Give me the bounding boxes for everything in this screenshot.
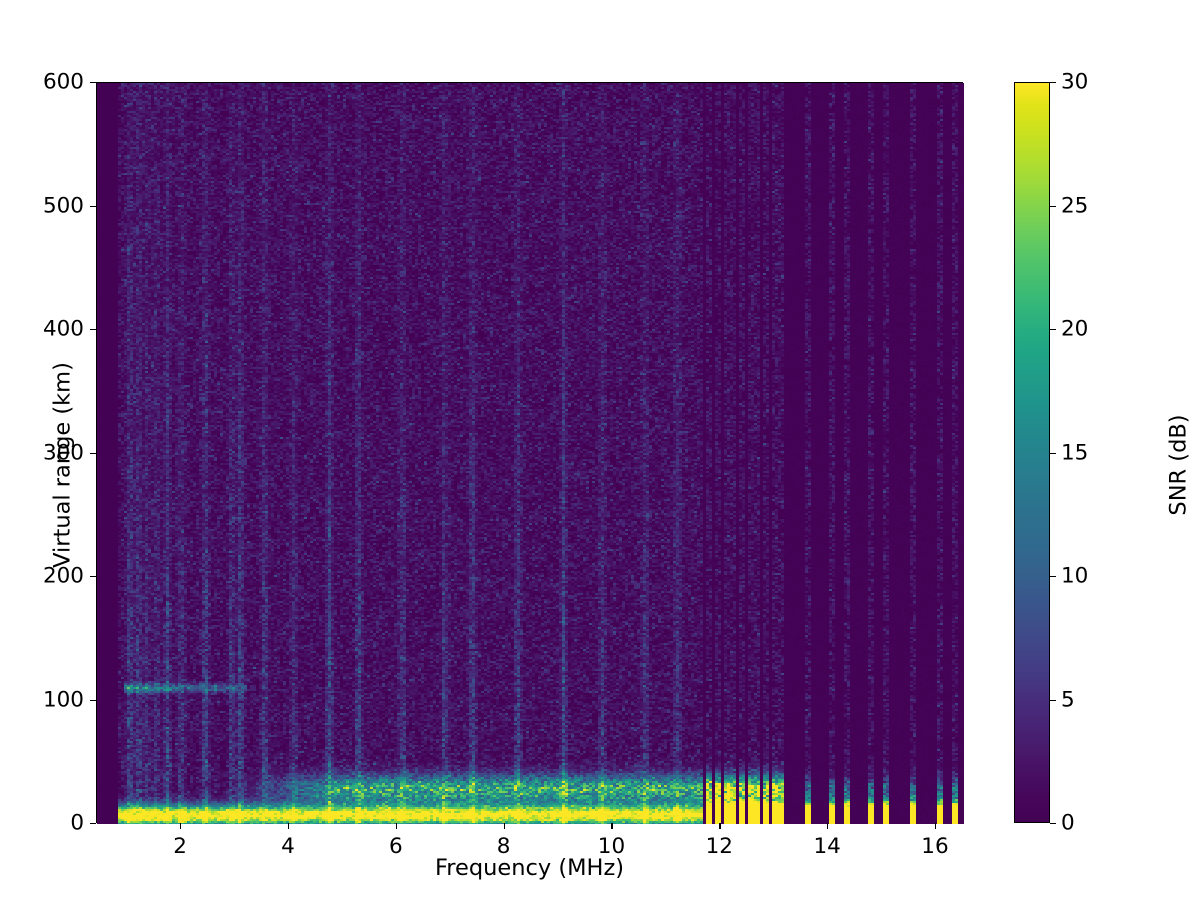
colorbar-gradient <box>1014 82 1050 823</box>
x-axis-label: Frequency (MHz) <box>434 855 625 881</box>
colorbar-tick-mark <box>1050 329 1056 331</box>
colorbar-tick-mark <box>1050 699 1056 701</box>
plot-area <box>96 82 964 824</box>
colorbar-tick-mark <box>1050 452 1056 454</box>
colorbar-tick-mark <box>1050 82 1056 84</box>
colorbar-tick-label: 15 <box>1061 439 1089 465</box>
colorbar-tick-mark <box>1050 576 1056 578</box>
colorbar-tick-mark <box>1050 205 1056 207</box>
colorbar-tick-label: 0 <box>1061 810 1075 836</box>
y-tick-mark <box>90 823 96 825</box>
colorbar-tick-mark <box>1050 823 1056 825</box>
colorbar-tick-label: 20 <box>1061 316 1089 342</box>
colorbar <box>1014 82 1050 823</box>
colorbar-tick-label: 5 <box>1061 686 1075 712</box>
colorbar-label: SNR (dB) <box>1165 414 1192 516</box>
y-axis-label: Virtual range (km) <box>49 362 76 568</box>
colorbar-tick-label: 10 <box>1061 563 1089 589</box>
ionogram-heatmap <box>97 83 964 824</box>
colorbar-tick-label: 30 <box>1061 69 1089 95</box>
colorbar-tick-label: 25 <box>1061 192 1089 218</box>
